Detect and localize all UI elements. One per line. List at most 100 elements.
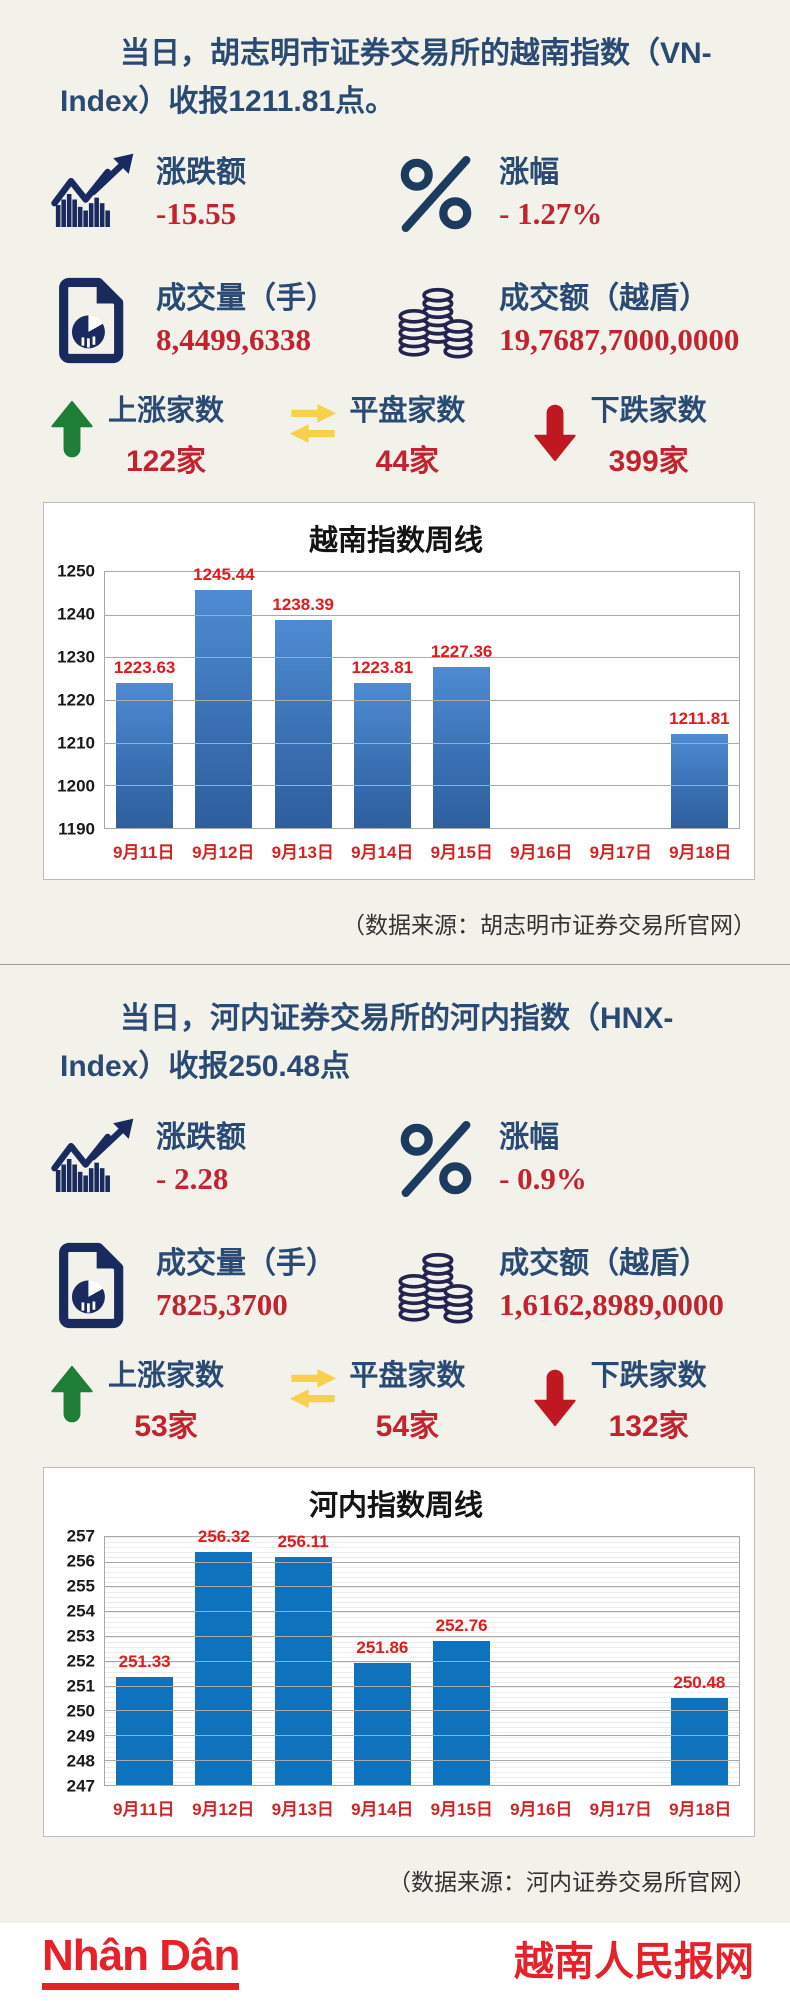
stat-label: 涨幅 [499, 1121, 560, 1155]
count-label: 平盘家数 [349, 1359, 466, 1392]
bar [353, 682, 411, 828]
vn-index-stats: 涨跌额 -15.55 涨幅 - 1.27% [0, 144, 790, 370]
y-tick-label: 252 [66, 1651, 95, 1671]
bar [433, 1640, 491, 1785]
x-axis: 9月11日 9月12日 9月13日 9月14日 9月15日 9月16日 9月17日 9月18日 [104, 829, 740, 867]
gridline [105, 785, 739, 787]
stat-value: 7825,3700 [156, 1286, 288, 1322]
document-pie-icon [46, 270, 140, 370]
x-tick-label: 9月14日 [351, 842, 414, 862]
y-tick-label: 250 [66, 1701, 95, 1721]
trend-chart-icon [46, 144, 140, 244]
stat-change-amount: 涨跌额 -15.55 [46, 144, 389, 244]
stat-value: - 2.28 [156, 1160, 229, 1196]
count-label: 上涨家数 [108, 395, 225, 427]
stat-value: -15.55 [156, 195, 237, 231]
gridline [105, 1561, 739, 1563]
bar-value-label: 1223.63 [113, 658, 176, 678]
y-tick-label: 251 [66, 1676, 95, 1696]
bar-value-label: 251.86 [356, 1638, 409, 1658]
chart-title: 河内指数周线 [308, 1489, 483, 1522]
count-unchanged: 平盘家数 54家 [287, 1359, 528, 1445]
count-label: 下跌家数 [590, 395, 707, 427]
gridline [105, 1710, 739, 1712]
x-tick-label: 9月13日 [271, 1799, 334, 1819]
count-label: 下跌家数 [590, 1359, 707, 1392]
bar [274, 1557, 332, 1785]
bar-slot: 1245.44 [184, 565, 263, 828]
bar-slot: 1211.81 [660, 572, 739, 828]
stat-label: 涨跌额 [156, 156, 246, 190]
bar [116, 1676, 174, 1785]
bar [433, 667, 491, 828]
gridline [105, 742, 739, 744]
y-tick-label: 1230 [57, 647, 95, 667]
x-axis: 9月11日 9月12日 9月13日 9月14日 9月15日 9月16日 9月17日 9月18日 [104, 1786, 740, 1824]
bar [274, 619, 332, 828]
x-tick-label: 9月15日 [430, 1799, 493, 1819]
x-tick-label: 9月12日 [192, 842, 255, 862]
bar [670, 1697, 728, 1785]
y-tick-label: 1250 [57, 561, 95, 581]
x-tick-label: 9月13日 [271, 842, 334, 862]
footer: Nhân Dân 越南人民报网 [0, 1922, 790, 2001]
stat-volume: 成交量（手） 7825,3700 [46, 1235, 389, 1335]
y-tick-label: 1200 [57, 776, 95, 796]
gridline [105, 614, 739, 616]
coins-icon [389, 1235, 483, 1335]
bar-slot: 1223.63 [105, 572, 184, 828]
stat-label: 成交额（越盾） [499, 1247, 710, 1281]
y-tick-label: 1190 [58, 819, 95, 839]
bar [195, 1551, 253, 1785]
bar-value-label: 256.11 [277, 1532, 329, 1552]
trend-chart-icon [46, 1109, 140, 1209]
y-tick-label: 247 [66, 1776, 95, 1796]
plot-area: 251.33 256.32 256.11 251.86 252.76 250.48 [104, 1527, 740, 1786]
bar-slot: 256.32 [184, 1527, 263, 1785]
stat-label: 涨跌额 [156, 1121, 246, 1155]
bar [353, 1663, 411, 1785]
hnx-index-counts: 上涨家数 53家 平盘家数 54家 下跌家数 [0, 1359, 790, 1445]
y-axis: 1250 1240 1230 1220 1210 1200 1190 [52, 562, 104, 837]
count-value: 54家 [375, 1409, 440, 1443]
bar-slot: 1238.39 [264, 572, 343, 828]
y-tick-label: 254 [66, 1601, 95, 1621]
count-label: 平盘家数 [349, 395, 466, 427]
stat-change-percent: 涨幅 - 1.27% [389, 144, 776, 244]
y-tick-label: 256 [66, 1551, 95, 1571]
y-axis: 257 256 255 254 253 252 251 250 249 248 247 [52, 1527, 104, 1794]
nhan-dan-logo: Nhân Dân [42, 1933, 240, 1990]
gridline [105, 1735, 739, 1737]
bar-value-label: 1223.81 [351, 657, 414, 677]
bar [116, 683, 174, 828]
stat-change-amount: 涨跌额 - 2.28 [46, 1109, 389, 1209]
x-tick-label: 9月11日 [113, 842, 175, 862]
bar-slot: 1223.81 [343, 572, 422, 828]
y-tick-label: 255 [66, 1576, 95, 1596]
stat-label: 成交量（手） [156, 282, 336, 316]
stat-volume: 成交量（手） 8,4499,6338 [46, 270, 389, 370]
x-tick-label: 9月16日 [510, 842, 573, 862]
y-tick-label: 249 [66, 1726, 95, 1746]
count-value: 53家 [134, 1409, 198, 1443]
percent-icon [389, 144, 483, 244]
down-arrow-icon [529, 1361, 581, 1427]
stat-value: 1,6162,8989,0000 [499, 1286, 724, 1322]
percent-icon [389, 1109, 483, 1209]
gridline [105, 1586, 739, 1588]
data-source-note: （数据来源：河内证券交易所官网） [388, 1868, 756, 1895]
bar [195, 589, 253, 828]
bar-value-label: 1211.81 [669, 709, 730, 729]
count-unchanged: 平盘家数 44家 [287, 395, 528, 480]
bar-slot: 256.11 [264, 1532, 343, 1785]
transfer-arrows-icon [287, 396, 339, 447]
bar-slot: 251.86 [343, 1537, 422, 1785]
y-tick-label: 253 [66, 1626, 95, 1646]
bar-value-label: 1238.39 [272, 594, 334, 614]
bar-slot: 251.33 [105, 1537, 184, 1785]
gridline [105, 1759, 739, 1761]
x-tick-label: 9月12日 [192, 1799, 255, 1819]
bar-value-label: 1245.44 [193, 564, 255, 584]
count-decliners: 下跌家数 399家 [529, 395, 770, 480]
vn-index-headline: 当日，胡志明市证券交易所的越南指数（VN-Index）收报1211.81点。 [60, 37, 712, 118]
